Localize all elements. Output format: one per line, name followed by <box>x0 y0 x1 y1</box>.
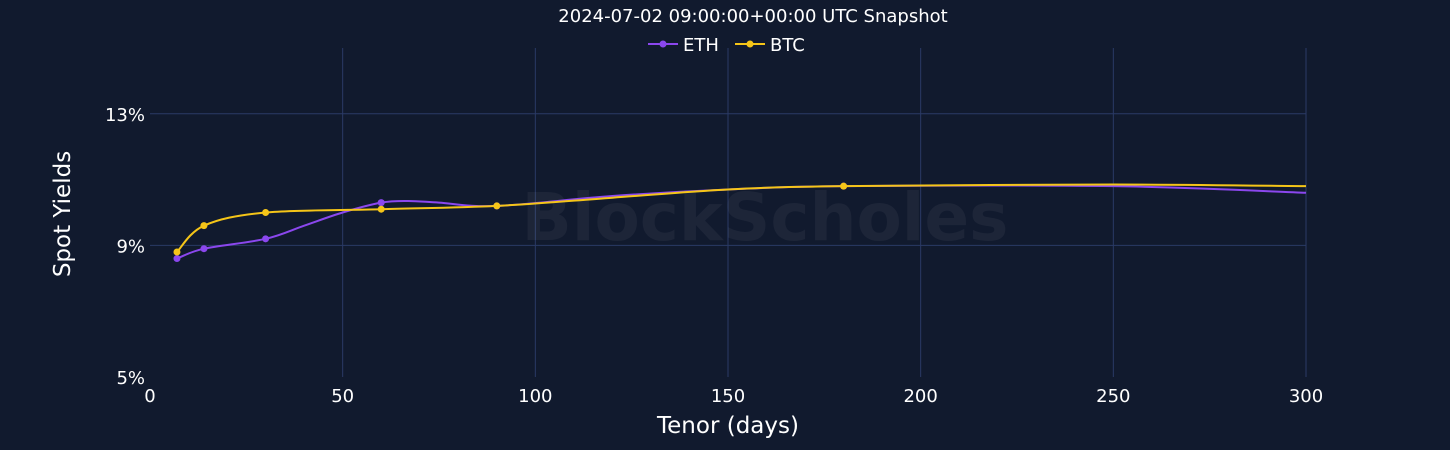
chart-title: 2024-07-02 09:00:00+00:00 UTC Snapshot <box>558 6 947 27</box>
legend-marker-btc <box>746 40 754 48</box>
data-point-eth <box>173 255 181 263</box>
data-point-btc <box>200 222 208 230</box>
x-tick-label: 300 <box>1289 386 1323 407</box>
data-point-btc <box>262 209 270 216</box>
x-tick-label: 100 <box>518 386 552 407</box>
data-point-eth <box>377 199 385 207</box>
x-axis-title: Tenor (days) <box>656 413 799 439</box>
data-point-btc <box>377 205 385 213</box>
series-layer <box>173 182 1307 263</box>
legend-item-btc: BTC <box>735 35 805 56</box>
legend: ETH BTC <box>648 35 805 56</box>
x-tick-label: 250 <box>1096 386 1130 407</box>
legend-label-btc: BTC <box>770 35 805 56</box>
grid <box>150 48 1307 377</box>
legend-label-eth: ETH <box>683 35 719 56</box>
x-tick-label: 150 <box>711 386 745 407</box>
series-btc <box>173 182 1307 256</box>
data-point-btc <box>493 202 501 210</box>
data-point-btc <box>173 248 181 256</box>
x-tick-label: 0 <box>144 386 155 407</box>
watermark-text: BlockScholes <box>522 179 1009 256</box>
data-point-btc <box>840 182 848 190</box>
x-tick-label: 200 <box>903 386 937 407</box>
x-tick-label: 50 <box>331 386 354 407</box>
y-axis-ticks: 5% 9% 13% <box>105 105 145 389</box>
data-point-eth <box>200 245 208 253</box>
legend-marker-eth <box>659 40 667 48</box>
x-axis-ticks: 0 50 100 150 200 250 300 <box>144 386 1323 407</box>
data-point-eth <box>262 235 270 243</box>
y-tick-label: 5% <box>116 368 145 389</box>
y-tick-label: 9% <box>116 236 145 257</box>
y-axis-title: Spot Yields <box>50 151 76 277</box>
y-tick-label: 13% <box>105 105 145 126</box>
legend-item-eth: ETH <box>648 35 719 56</box>
